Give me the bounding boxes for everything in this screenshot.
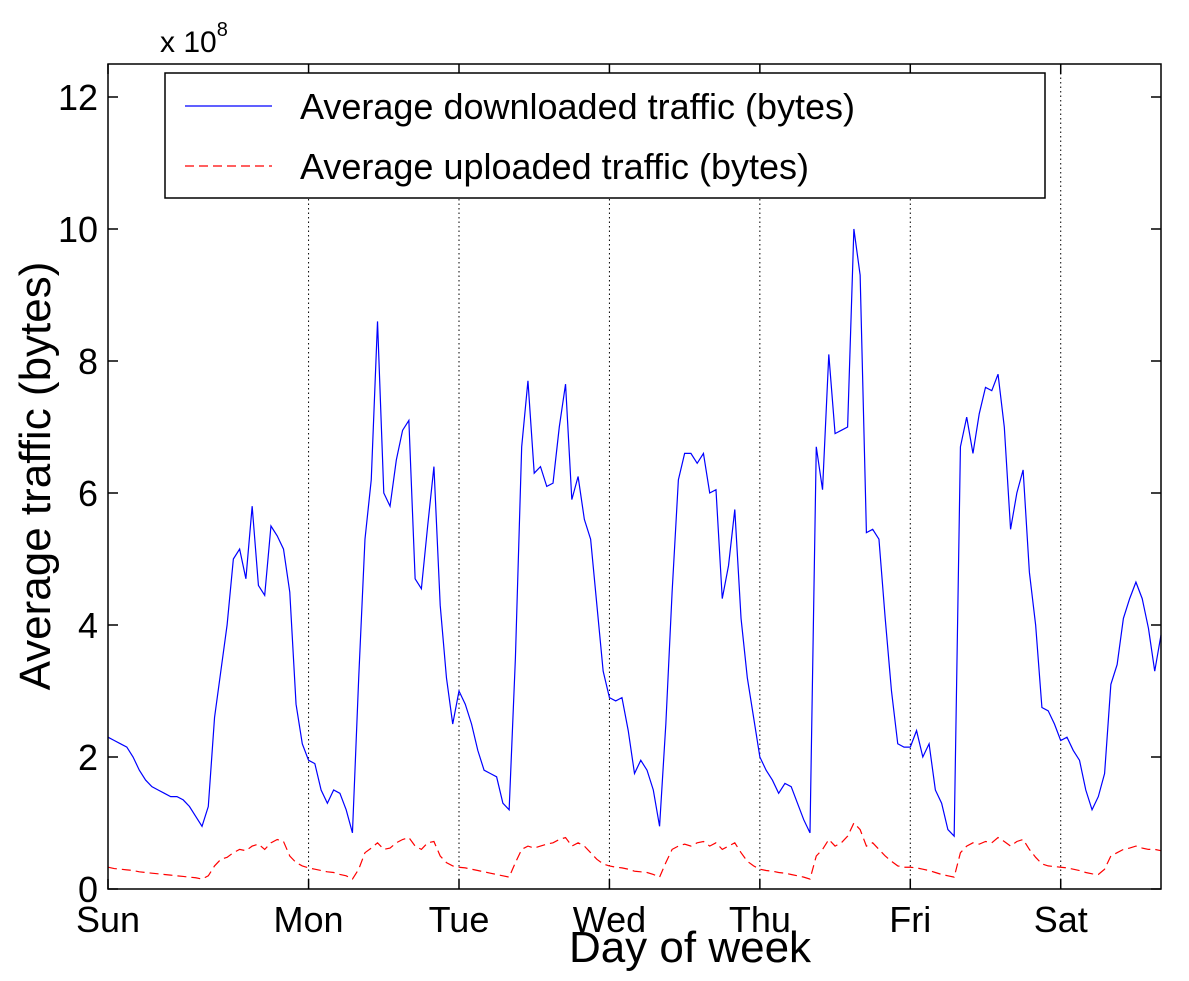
- y-axis-label: Average traffic (bytes): [11, 262, 60, 691]
- y-tick-label: 0: [78, 869, 98, 910]
- x-tick-label: Tue: [429, 899, 490, 940]
- x-tick-label: Sat: [1034, 899, 1088, 940]
- legend: Average downloaded traffic (bytes) Averag…: [164, 72, 1046, 199]
- plot-lines: [107, 228, 1162, 880]
- plot-frame: [107, 63, 1162, 890]
- legend-box: [164, 72, 1046, 199]
- y-multiplier: x 108: [160, 19, 228, 59]
- y-multiplier-base: x 10: [160, 26, 217, 59]
- x-tick-label: Fri: [889, 899, 931, 940]
- y-tick-label: 4: [78, 605, 98, 646]
- series-line: [107, 821, 1162, 880]
- series-line: [107, 228, 1162, 838]
- ticks: Sun Mon Tue Wed Thu Fri Sat 0 2 4 6 8 10 12: [58, 64, 1161, 940]
- x-tick-label: Thu: [729, 899, 791, 940]
- y-tick-label: 10: [58, 209, 98, 250]
- y-tick-label: 6: [78, 473, 98, 514]
- legend-label: Average downloaded traffic (bytes): [300, 86, 855, 127]
- x-tick-label: Mon: [274, 899, 344, 940]
- legend-label: Average uploaded traffic (bytes): [300, 146, 809, 187]
- y-tick-label: 8: [78, 341, 98, 382]
- y-tick-label: 12: [58, 77, 98, 118]
- x-axis-label: Day of week: [569, 923, 812, 972]
- y-tick-label: 2: [78, 737, 98, 778]
- y-multiplier-exponent: 8: [217, 19, 228, 41]
- x-tick-label: Sun: [76, 899, 140, 940]
- x-tick-label: Wed: [573, 899, 646, 940]
